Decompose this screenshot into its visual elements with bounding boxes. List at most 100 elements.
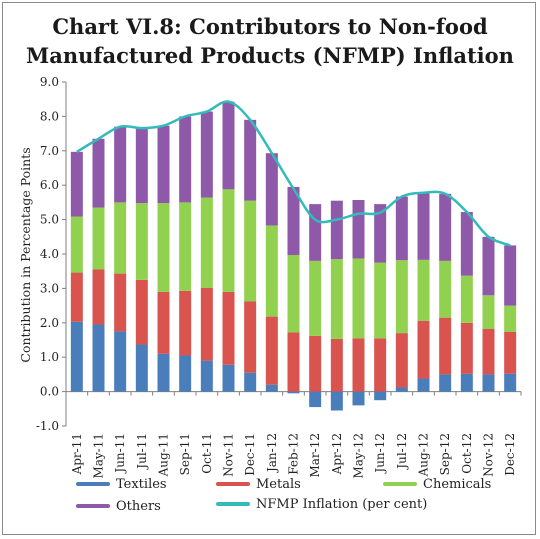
x-tick-label: Jul-12 [395, 433, 409, 471]
bar-segment-textiles [287, 391, 300, 394]
legend-label-4: NFMP Inflation (per cent) [256, 497, 427, 512]
plot-area: -1.0 0.0 1.0 2.0 3.0 4.0 5.0 6.0 7.0 8.0 9.0 Apr-11… [36, 75, 522, 479]
y-tick-label: 7.0 [40, 144, 59, 158]
bar-segment-textiles [244, 372, 257, 392]
bar-segment-chemicals [439, 260, 452, 318]
bar-segment-chemicals [244, 200, 257, 302]
x-tick-label: Nov-12 [482, 433, 496, 477]
bar-segment-others [352, 199, 365, 259]
y-tick-label: 4.0 [40, 247, 59, 261]
bar-segment-metals [244, 301, 257, 373]
bar-segment-metals [309, 335, 322, 392]
bar-segment-others [244, 119, 257, 201]
bar-segment-textiles [222, 364, 235, 392]
y-tick-label: 2.0 [40, 316, 59, 330]
x-tick-label: Jun-11 [113, 433, 127, 475]
x-tick-label: May-11 [92, 433, 106, 479]
x-tick-label: Jul-11 [135, 433, 149, 471]
bar-segment-textiles [200, 360, 213, 392]
bar-segment-textiles [439, 374, 452, 392]
bar-segment-chemicals [352, 258, 365, 339]
x-tick-label: Nov-11 [222, 433, 236, 477]
bar-segment-metals [222, 291, 235, 365]
bar-segment-chemicals [70, 216, 83, 273]
bar-segment-textiles [114, 331, 127, 392]
bar-segment-metals [157, 291, 170, 354]
bar-segment-others [179, 116, 192, 203]
bar-segment-chemicals [114, 202, 127, 274]
bar-segment-textiles [504, 373, 517, 392]
bar-segment-textiles [92, 324, 105, 392]
y-tick-label: 1.0 [40, 350, 59, 364]
nfmp-inflation-line [76, 100, 511, 247]
bar-segment-chemicals [157, 203, 170, 292]
y-tick-label: 8.0 [40, 109, 59, 123]
bar-segment-others [92, 138, 105, 208]
bar-segment-textiles [395, 387, 408, 392]
bar-segment-chemicals [374, 262, 387, 339]
chart-title-line2: Manufactured Products (NFMP) Inflation [26, 43, 514, 68]
x-tick-label: Dec-11 [243, 433, 257, 476]
legend-label-3: Others [116, 499, 161, 514]
bar-segment-others [482, 236, 495, 296]
legend-label-0: Textiles [116, 477, 167, 492]
bar-segment-chemicals [222, 189, 235, 292]
bar-segment-metals [374, 338, 387, 392]
x-tick-label: Oct-12 [460, 433, 474, 474]
bar-segment-metals [135, 279, 148, 345]
chart-title-line1: Chart VI.8: Contributors to Non-food [52, 14, 488, 39]
bar-segment-metals [330, 338, 343, 392]
bar-segment-metals [265, 316, 278, 385]
bar-segment-chemicals [504, 305, 517, 332]
bar-segment-chemicals [179, 202, 192, 291]
chart-title: Chart VI.8: Contributors to Non-food Man… [0, 12, 540, 70]
bar-segment-metals [417, 320, 430, 379]
legend-label-1: Metals [256, 477, 301, 492]
bar-segment-others [200, 111, 213, 198]
bar-segment-metals [482, 328, 495, 375]
bar-segment-textiles [179, 355, 192, 392]
bar-segment-metals [352, 338, 365, 392]
bar-segment-chemicals [330, 259, 343, 339]
y-tick-label: 0.0 [40, 385, 59, 399]
bar-segment-chemicals [287, 255, 300, 333]
legend: Textiles Metals Chemicals Others NFMP Inflat… [76, 477, 491, 514]
x-tick-label: Sep-12 [438, 433, 452, 475]
x-tick-label: Apr-12 [330, 433, 344, 475]
x-tick-label: Apr-11 [70, 433, 84, 475]
bar-segment-textiles [70, 321, 83, 392]
x-tick-label: Mar-12 [308, 433, 322, 478]
bar-segment-others [374, 204, 387, 263]
bar-segment-chemicals [92, 207, 105, 270]
bar-segment-metals [287, 332, 300, 392]
y-tick-label: 6.0 [40, 178, 59, 192]
bar-segment-others [157, 125, 170, 204]
bar-segment-textiles [309, 391, 322, 408]
bar-segment-others [265, 153, 278, 226]
bar-segment-chemicals [265, 225, 278, 317]
bar-segment-chemicals [460, 275, 473, 323]
bar-segment-others [417, 192, 430, 260]
bar-segment-others [222, 101, 235, 190]
bar-segment-others [135, 128, 148, 204]
bar-segment-textiles [460, 373, 473, 392]
bar-segment-others [460, 212, 473, 276]
bar-segment-chemicals [417, 259, 430, 321]
bar-segment-textiles [352, 391, 365, 406]
x-tick-label: May-12 [352, 433, 366, 479]
bar-segment-chemicals [482, 295, 495, 329]
x-tick-label: Oct-11 [200, 433, 214, 474]
y-tick-label: 5.0 [40, 213, 59, 227]
y-axis-label: Contribution in Percentage Points [18, 147, 33, 362]
bar-segment-others [287, 186, 300, 256]
bar-segment-chemicals [395, 260, 408, 334]
bar-segment-others [330, 200, 343, 260]
bar-segment-textiles [374, 391, 387, 401]
bar-segment-others [309, 204, 322, 261]
x-tick-label: Jan-12 [265, 433, 279, 474]
bar-segment-metals [179, 290, 192, 356]
bar-segment-textiles [330, 391, 343, 411]
y-tick-label: 3.0 [40, 281, 59, 295]
bar-segment-textiles [417, 378, 430, 392]
bar-segment-textiles [135, 344, 148, 392]
